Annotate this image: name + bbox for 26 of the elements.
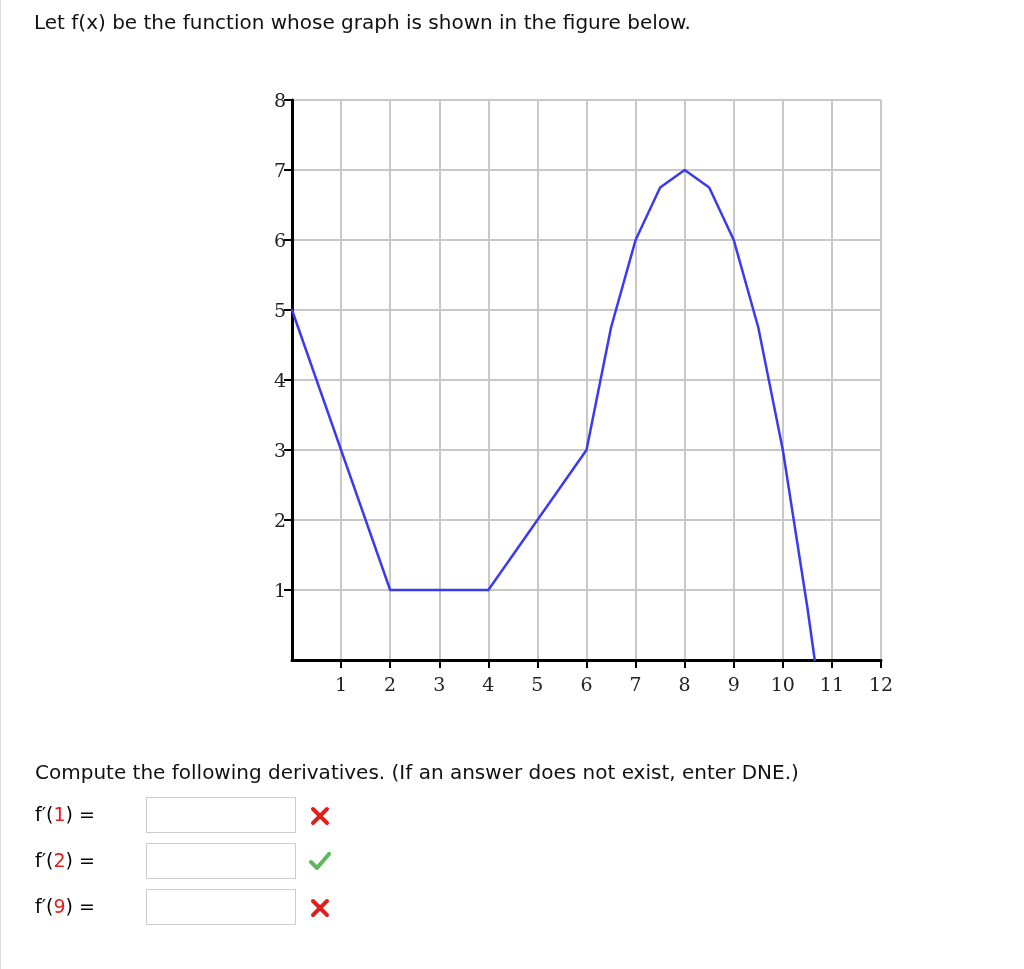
x-tick-label: 1	[335, 672, 348, 695]
y-tick-label: 1	[273, 579, 286, 601]
x-tick-label: 8	[678, 672, 691, 695]
x-tick-label: 6	[580, 672, 593, 695]
x-tick-label: 3	[433, 672, 446, 695]
chart-title: Let f(x) be the function whose graph is shown in the figure below.	[34, 10, 691, 34]
y-tick-label: 6	[273, 229, 286, 251]
x-tick-label: 7	[629, 672, 642, 695]
y-tick-label: 4	[273, 369, 286, 391]
text: f′(1) =	[35, 803, 95, 825]
y-tick-label: 7	[273, 159, 286, 181]
x-tick-label: 12	[868, 672, 894, 695]
x-tick-label: 4	[482, 672, 495, 695]
x-tick-label: 2	[384, 672, 397, 695]
y-tick-label: 5	[273, 299, 286, 321]
x-tick-label: 5	[531, 672, 544, 695]
x-tick-label: 10	[770, 672, 795, 695]
x-tick-label: 11	[819, 672, 845, 695]
x-tick-label: 9	[727, 672, 740, 695]
y-tick-label: 8	[273, 89, 286, 111]
y-tick-label: 2	[273, 509, 286, 531]
text: f′(9) =	[35, 895, 95, 917]
text: Compute the following derivatives. (If an answer does not exist, enter DNE.)	[35, 760, 799, 784]
line-series	[290, 168, 816, 662]
text: f′(2) =	[35, 849, 95, 871]
y-tick-label: 3	[273, 439, 286, 461]
